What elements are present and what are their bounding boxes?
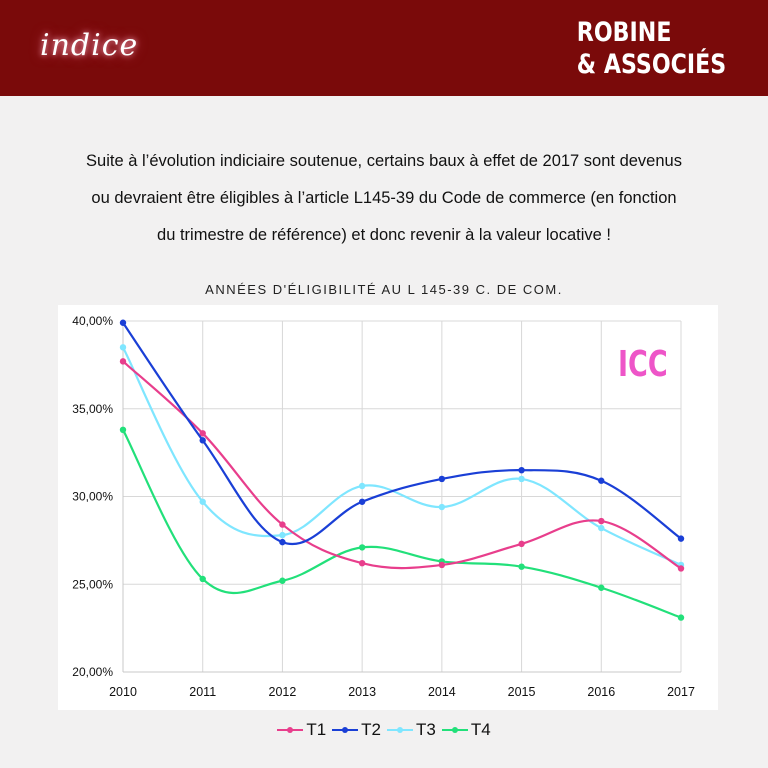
legend-swatch [332, 724, 359, 736]
legend-swatch [441, 724, 468, 736]
line-chart: 20,00% 25,00% 30,00% 35,00% 40,00% 2010 2011 20… [72, 314, 695, 699]
legend-swatch [387, 724, 413, 736]
legend-item-t3: T3 [387, 720, 436, 740]
data-point-t3 [358, 482, 366, 490]
data-point-t4 [119, 426, 127, 434]
y-tick-label: 20,00% [72, 665, 113, 679]
y-tick-label: 40,00% [72, 314, 113, 328]
x-tick-label: 2013 [348, 685, 376, 699]
intro-line-3: du trimestre de référence) et donc reven… [157, 226, 611, 244]
data-point-t2 [199, 437, 206, 444]
data-point-t1 [677, 565, 685, 572]
legend-label: T1 [306, 720, 327, 739]
x-tick-label: 2010 [109, 685, 137, 699]
series-line-t2 [122, 322, 682, 546]
data-point-t4 [677, 614, 685, 621]
brand-line-2: & ASSOCIÉS [576, 49, 726, 80]
chart-title: ANNÉES D'ÉLIGIBILITÉ AU L 145-39 C. DE C… [205, 282, 563, 297]
chart-plot-area: 20,00% 25,00% 30,00% 35,00% 40,00% 2010 2011 20… [58, 305, 718, 710]
data-point-t2 [358, 498, 366, 505]
data-point-t4 [598, 584, 605, 591]
data-point-t2 [279, 538, 286, 546]
legend-item-t1: T1 [277, 720, 326, 740]
data-point-t3 [518, 475, 525, 483]
series-line-t1 [122, 360, 682, 570]
y-tick-label: 35,00% [72, 402, 113, 416]
data-point-t2 [119, 319, 127, 326]
intro-line-1: Suite à l’évolution indiciaire soutenue,… [86, 152, 682, 170]
data-point-t4 [358, 544, 366, 551]
brand-line-1: ROBINE [576, 17, 672, 48]
legend-label: T4 [470, 720, 491, 739]
data-point-t4 [518, 563, 525, 570]
data-point-t1 [438, 561, 446, 569]
header-banner: indice ROBINE & ASSOCIÉS [0, 0, 768, 96]
data-point-t3 [119, 344, 127, 351]
legend-swatch [277, 724, 304, 736]
data-point-t1 [518, 540, 525, 548]
x-tick-label: 2017 [667, 685, 695, 699]
x-tick-label: 2012 [269, 685, 297, 699]
x-tick-label: 2016 [587, 685, 615, 699]
data-point-t2 [598, 477, 605, 484]
intro-line-2: ou devraient être éligibles à l’article … [91, 189, 677, 207]
x-tick-label: 2014 [428, 685, 456, 699]
series-line-t3 [122, 346, 682, 566]
data-point-t1 [199, 430, 206, 437]
data-point-t3 [438, 503, 446, 511]
data-point-t1 [119, 358, 127, 365]
y-tick-label: 30,00% [72, 490, 113, 504]
data-point-t4 [199, 575, 206, 583]
data-point-t1 [279, 521, 286, 528]
x-tick-label: 2011 [189, 685, 216, 699]
brand-logo: ROBINE & ASSOCIÉS [577, 17, 726, 81]
legend-label: T3 [416, 720, 436, 739]
data-point-t3 [199, 498, 206, 505]
legend-item-t2: T2 [332, 720, 381, 740]
y-tick-label: 25,00% [72, 577, 113, 591]
data-point-t2 [518, 466, 525, 474]
legend-label: T2 [361, 720, 381, 739]
data-point-t3 [598, 524, 605, 532]
x-tick-label: 2015 [508, 685, 536, 699]
intro-text: Suite à l’évolution indiciaire soutenue,… [20, 143, 748, 254]
icc-annotation: ICC [618, 344, 668, 385]
series-line-t4 [122, 429, 682, 619]
data-point-t1 [598, 517, 605, 525]
data-point-t1 [358, 559, 366, 567]
chart-legend: T1 T2 T3 T4 [0, 720, 768, 740]
data-point-t2 [677, 535, 685, 542]
legend-item-t4: T4 [441, 720, 491, 740]
indice-logo: indice [40, 28, 139, 63]
data-point-t4 [279, 577, 286, 584]
data-point-t2 [438, 475, 446, 483]
data-point-t3 [279, 531, 286, 539]
